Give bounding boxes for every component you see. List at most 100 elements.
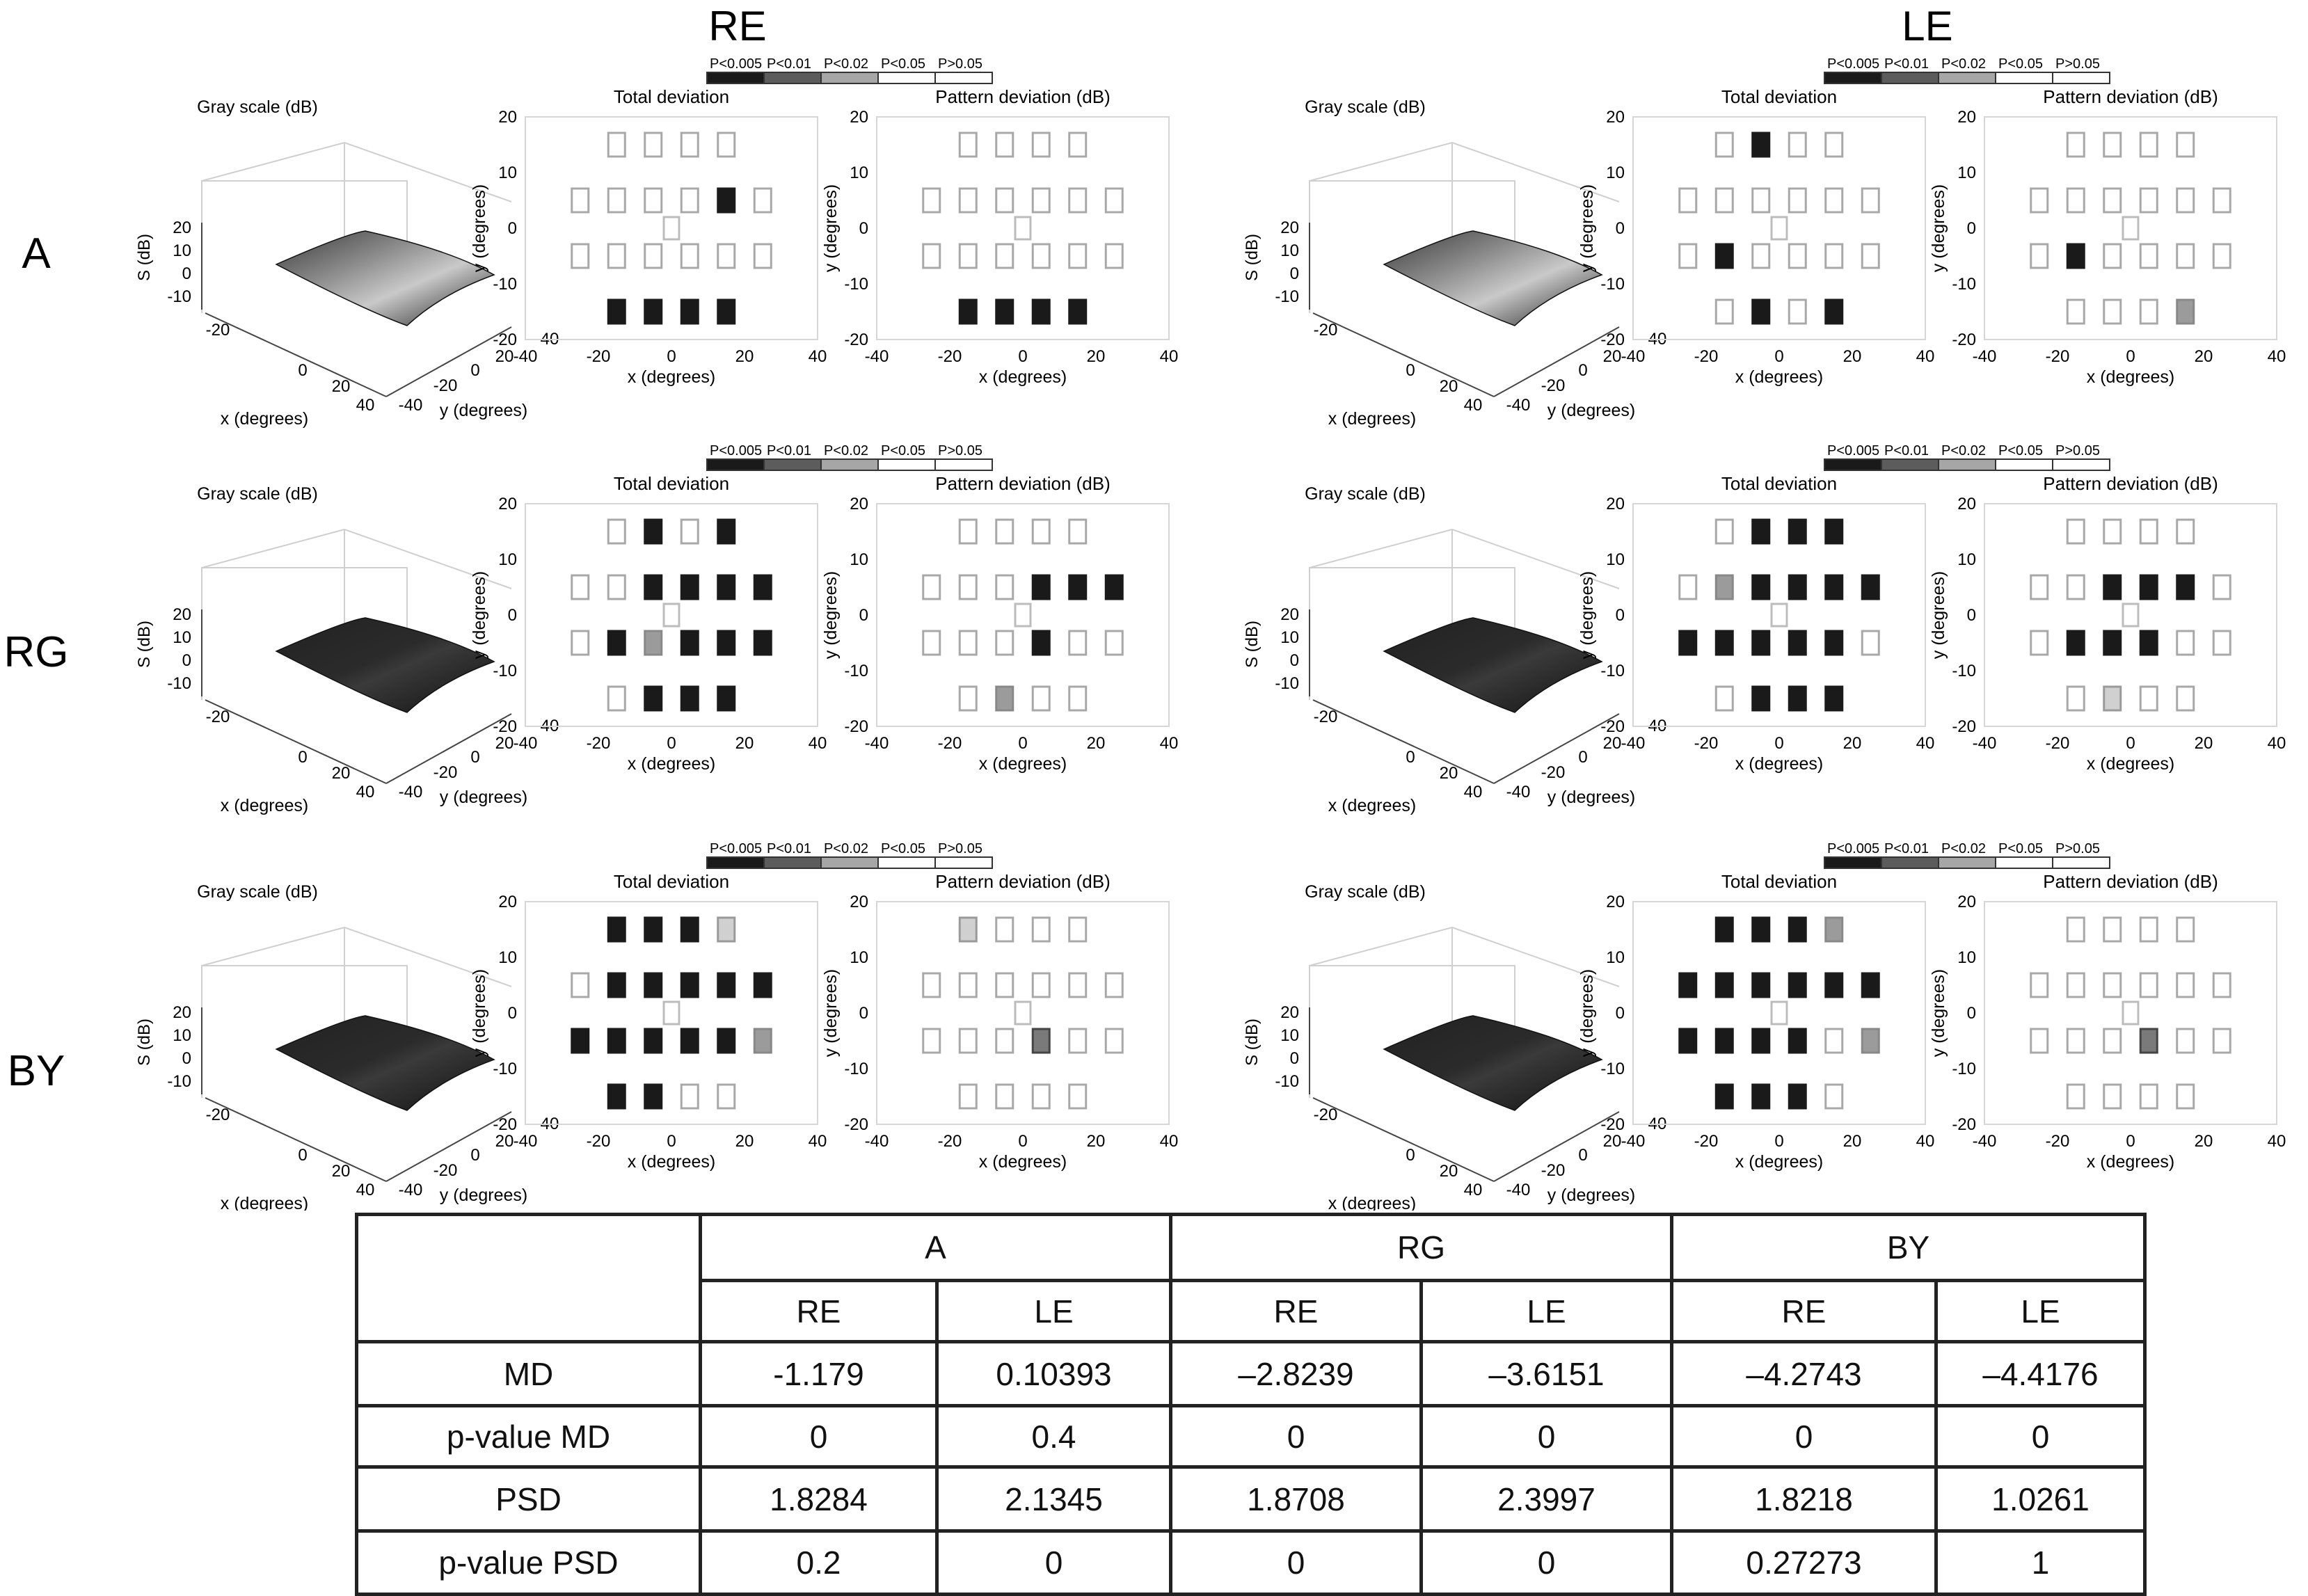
table-cell: 0.27273 <box>1670 1529 1938 1596</box>
x-tick-label: 40 <box>1916 347 1935 366</box>
test-point <box>1788 298 1807 325</box>
x-tick-label: 40 <box>1916 1132 1935 1151</box>
test-point <box>1751 1083 1771 1110</box>
axis-box <box>344 142 512 202</box>
test-point <box>1751 916 1771 943</box>
test-point <box>1751 131 1771 158</box>
test-point <box>607 243 626 269</box>
x-tick-label: -40 <box>1621 1132 1646 1151</box>
x-tick-label: -40 <box>865 347 889 366</box>
legend-label: P>0.05 <box>938 841 982 856</box>
axis-box <box>344 529 512 589</box>
x-tick-label: -40 <box>514 347 538 366</box>
z-tick-label: 20 <box>173 605 191 624</box>
test-point <box>1751 630 1771 656</box>
test-point <box>2139 1083 2158 1110</box>
legend-swatch <box>934 458 993 471</box>
x-tick-label: 20 <box>1440 377 1458 396</box>
test-point <box>1861 187 1880 214</box>
y-tick-label: 20 <box>850 108 868 127</box>
test-point <box>1714 131 1734 158</box>
table-cell: 1.8708 <box>1169 1465 1423 1533</box>
test-point <box>2066 518 2085 545</box>
test-point <box>2139 131 2158 158</box>
test-point <box>1788 685 1807 712</box>
test-point <box>644 630 663 656</box>
test-point <box>680 1083 699 1110</box>
z-tick-label: 10 <box>1280 241 1299 260</box>
table-group-row: A RG BY <box>355 1213 2147 1343</box>
x-tick-label: 20 <box>332 764 351 783</box>
x-tick-label: 40 <box>2268 734 2286 753</box>
test-point <box>2103 1083 2122 1110</box>
gray-scale-surface <box>1383 617 1603 713</box>
legend-swatch <box>763 72 822 84</box>
x-tick-label: 0 <box>1406 1146 1415 1165</box>
y-tick-label: 10 <box>1957 163 1976 182</box>
legend-swatch <box>1995 856 2053 869</box>
y-tick-label: -20 <box>1952 1115 1976 1134</box>
table-cell: 0 <box>1169 1529 1423 1596</box>
test-point <box>753 243 772 269</box>
test-point <box>2103 630 2122 656</box>
test-point <box>922 574 941 600</box>
test-point <box>2103 972 2122 998</box>
z-tick-label: 20 <box>1280 1003 1299 1022</box>
test-point <box>680 187 699 214</box>
table-cell: 0 <box>1934 1404 2147 1469</box>
legend-label: P>0.05 <box>2055 841 2100 856</box>
test-point <box>1861 243 1880 269</box>
test-point <box>1824 1028 1844 1054</box>
y-axis <box>1493 1111 1620 1182</box>
test-point <box>1788 131 1807 158</box>
test-point <box>607 1028 626 1054</box>
test-point <box>1104 630 1124 656</box>
table-row: p-value PSD 0.2 0 0 0 0.27273 1 <box>355 1529 2147 1596</box>
x-tick-label: 20 <box>1440 764 1458 783</box>
test-point <box>717 187 736 214</box>
test-point <box>1751 298 1771 325</box>
y-tick-label: -10 <box>493 662 517 680</box>
test-point <box>958 916 978 943</box>
y-axis <box>385 1111 512 1182</box>
axis-box <box>201 927 345 966</box>
legend-swatch <box>1995 72 2053 84</box>
test-point <box>1788 518 1807 545</box>
test-point <box>571 1028 590 1054</box>
panel-title: Gray scale (dB) <box>197 484 318 504</box>
test-point <box>607 1083 626 1110</box>
z-tick-label: 10 <box>1280 1026 1299 1045</box>
axis-box <box>201 529 345 568</box>
test-point <box>1714 1028 1734 1054</box>
y-tick-label: -20 <box>1600 717 1625 736</box>
x-tick-label: -20 <box>2046 1132 2070 1151</box>
test-point <box>1104 243 1124 269</box>
x-tick-label: 0 <box>1406 748 1415 767</box>
z-tick-label: 20 <box>1280 218 1299 237</box>
y-tick-label: -10 <box>844 1060 868 1078</box>
x-tick-label: -20 <box>938 734 962 753</box>
panel-title: Total deviation <box>614 86 729 107</box>
test-point <box>1104 574 1124 600</box>
y-tick-label: -40 <box>399 783 423 801</box>
panel-title: Total deviation <box>614 473 729 494</box>
test-point <box>995 131 1014 158</box>
test-point <box>995 243 1014 269</box>
y-tick-label: 20 <box>1603 347 1622 366</box>
eye-header: RE <box>1670 1279 1938 1343</box>
x-axis-label: x (degrees) <box>1328 1194 1416 1211</box>
legend-label: P<0.05 <box>881 56 925 72</box>
y-tick-label: 20 <box>850 893 868 911</box>
y-tick-label: 20 <box>498 108 517 127</box>
blind-spot-marker <box>1014 603 1032 628</box>
axis-box <box>1309 142 1453 182</box>
x-axis-label: x (degrees) <box>1735 367 1823 387</box>
z-tick-label: 10 <box>1280 628 1299 647</box>
eye-header: RE <box>699 1279 939 1343</box>
test-point <box>680 131 699 158</box>
test-point <box>1714 685 1734 712</box>
x-tick-label: 40 <box>1464 783 1483 801</box>
